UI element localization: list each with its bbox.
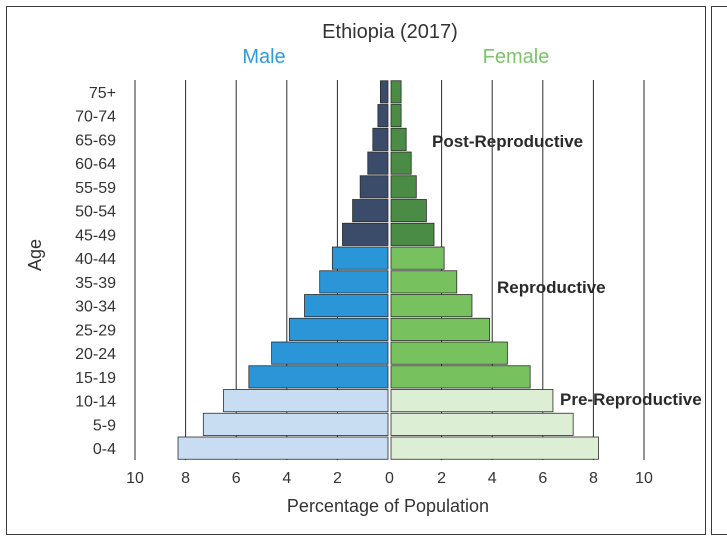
x-tick-label: 0 (385, 470, 394, 487)
x-tick-label: 4 (488, 470, 497, 487)
female-bar-35-39 (390, 270, 458, 294)
male-bar-35-39 (319, 270, 389, 294)
age-tick-label: 70-74 (75, 109, 116, 126)
female-bar-45-49 (390, 222, 435, 246)
female-bar-75+ (390, 80, 402, 104)
age-tick-label: 40-44 (75, 251, 116, 268)
age-tick-label: 20-24 (75, 346, 116, 363)
age-tick-label: 75+ (89, 85, 116, 102)
male-bar-60-64 (367, 151, 389, 175)
female-bar-60-64 (390, 151, 412, 175)
age-tick-label: 45-49 (75, 227, 116, 244)
age-tick-label: 5-9 (93, 417, 116, 434)
female-bars (390, 80, 599, 460)
male-series-label: Male (242, 46, 285, 68)
male-bar-70-74 (377, 104, 389, 128)
male-bar-25-29 (288, 317, 389, 341)
x-tick-label: 8 (181, 470, 190, 487)
x-tick-label: 6 (232, 470, 241, 487)
x-tick-label: 6 (538, 470, 547, 487)
male-bar-65-69 (372, 127, 389, 151)
female-bar-50-54 (390, 199, 427, 223)
female-bar-5-9 (390, 412, 574, 436)
x-tick-label: 4 (282, 470, 291, 487)
chart-title: Ethiopia (2017) (322, 21, 458, 43)
adjacent-panel-frame (711, 6, 727, 535)
male-bar-40-44 (331, 246, 389, 270)
chart-frame (6, 6, 706, 535)
age-tick-label: 30-34 (75, 299, 116, 316)
age-tick-label: 60-64 (75, 156, 116, 173)
age-tick-labels: 0-4 5-9 10-14 15-19 20-24 25-29 30-34 35-39 40-4… (75, 85, 116, 458)
male-bar-5-9 (202, 412, 389, 436)
male-bar-0-4 (177, 436, 389, 460)
male-bars (177, 80, 389, 460)
age-tick-label: 65-69 (75, 132, 116, 149)
female-bar-55-59 (390, 175, 417, 199)
male-bar-75+ (380, 80, 389, 104)
x-tick-label: 10 (635, 470, 653, 487)
x-axis-label: Percentage of Population (287, 496, 489, 516)
annotation-repro: Reproductive (497, 278, 606, 297)
female-bar-15-19 (390, 365, 531, 389)
female-bar-65-69 (390, 127, 407, 151)
female-bar-25-29 (390, 317, 491, 341)
female-bar-0-4 (390, 436, 599, 460)
age-tick-label: 35-39 (75, 275, 116, 292)
x-tick-label: 2 (333, 470, 342, 487)
female-bar-10-14 (390, 389, 554, 413)
male-bar-50-54 (352, 199, 389, 223)
male-bar-45-49 (342, 222, 389, 246)
female-bar-20-24 (390, 341, 508, 365)
male-bar-30-34 (304, 294, 389, 318)
annotation-post: Post-Reproductive (432, 132, 583, 151)
x-tick-label: 2 (437, 470, 446, 487)
age-tick-label: 0-4 (93, 441, 116, 458)
age-tick-label: 25-29 (75, 322, 116, 339)
age-tick-label: 55-59 (75, 180, 116, 197)
male-bar-10-14 (223, 389, 389, 413)
male-bar-55-59 (359, 175, 389, 199)
age-tick-label: 15-19 (75, 370, 116, 387)
female-bar-30-34 (390, 294, 473, 318)
age-tick-label: 10-14 (75, 394, 116, 411)
male-bar-15-19 (248, 365, 389, 389)
female-bar-40-44 (390, 246, 445, 270)
x-tick-label: 8 (589, 470, 598, 487)
female-bar-70-74 (390, 104, 402, 128)
age-tick-label: 50-54 (75, 204, 116, 221)
x-tick-label: 10 (126, 470, 144, 487)
female-series-label: Female (483, 46, 550, 68)
percentage-tick-labels: 10 8 6 4 2 0 2 4 6 8 10 (126, 470, 653, 487)
male-bar-20-24 (271, 341, 389, 365)
stage-annotations: Post-Reproductive Reproductive Pre-Reprodu… (432, 132, 702, 409)
annotation-pre: Pre-Reproductive (560, 390, 702, 409)
y-axis-label: Age (25, 239, 45, 271)
